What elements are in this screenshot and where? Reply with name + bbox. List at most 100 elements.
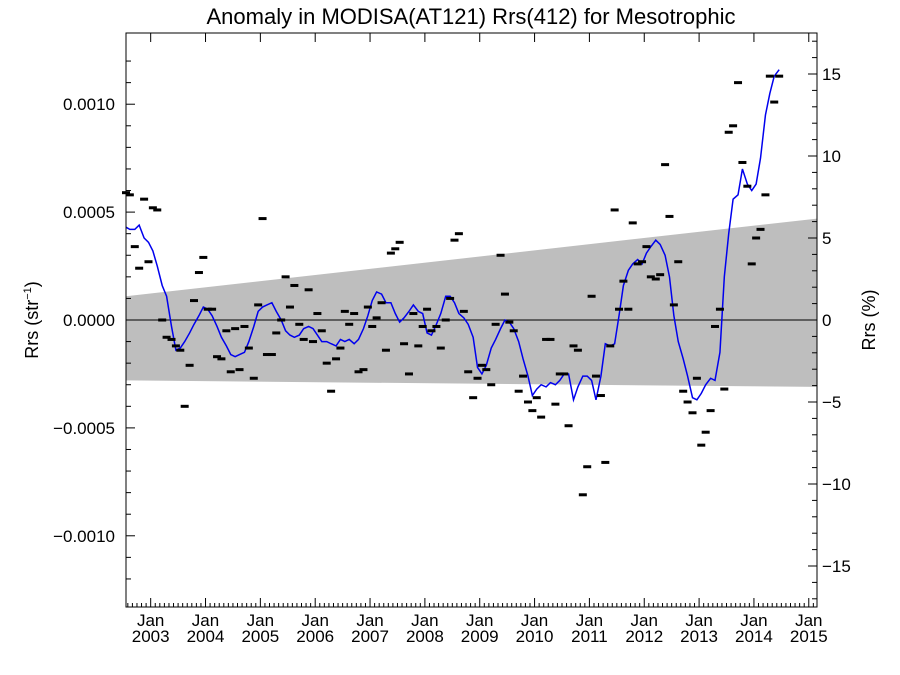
x-tick-label-year: 2005: [241, 627, 279, 646]
monthly-point: [505, 320, 514, 324]
monthly-point: [532, 396, 541, 400]
left-axis-ticks: 0.0010 0.0005 0.0000 −0.0005 −0.0010: [53, 60, 135, 580]
monthly-point: [569, 344, 578, 348]
monthly-point: [158, 318, 167, 322]
monthly-point: [148, 206, 157, 210]
monthly-point: [551, 402, 560, 406]
monthly-point: [350, 312, 359, 316]
right-tick-label: 15: [822, 65, 841, 84]
monthly-point: [244, 346, 253, 350]
monthly-point: [674, 260, 683, 264]
monthly-point: [606, 344, 615, 348]
confidence-band-group: [126, 218, 817, 387]
x-tick-label-year: 2013: [680, 627, 718, 646]
monthly-point: [281, 275, 290, 279]
monthly-point: [487, 383, 496, 387]
monthly-point: [770, 100, 779, 104]
monthly-point: [573, 348, 582, 352]
monthly-point: [262, 353, 271, 357]
monthly-point: [523, 400, 532, 404]
x-tick-label-year: 2012: [625, 627, 663, 646]
monthly-point: [272, 331, 281, 335]
monthly-point: [235, 368, 244, 372]
monthly-point: [610, 208, 619, 212]
monthly-point: [697, 443, 706, 447]
monthly-point: [528, 409, 537, 413]
monthly-point: [464, 370, 473, 374]
left-tick-label: 0.0005: [63, 203, 115, 222]
confidence-band: [126, 218, 817, 387]
monthly-point: [765, 74, 774, 78]
right-tick-label: 10: [822, 147, 841, 166]
monthly-point: [743, 184, 752, 188]
monthly-point: [240, 324, 249, 328]
monthly-point: [222, 329, 231, 333]
monthly-point: [304, 288, 313, 292]
x-tick-label-month: Jan: [247, 611, 274, 630]
monthly-point: [601, 460, 610, 464]
monthly-point: [432, 324, 441, 328]
monthly-point: [591, 374, 600, 378]
monthly-point: [185, 363, 194, 367]
monthly-point: [167, 337, 176, 341]
monthly-point: [285, 305, 294, 309]
monthly-point: [194, 271, 203, 275]
x-tick-label-year: 2006: [296, 627, 334, 646]
chart-title: Anomaly in MODISA(AT121) Rrs(412) for Me…: [207, 4, 736, 29]
monthly-point: [651, 277, 660, 281]
monthly-point: [213, 355, 222, 359]
monthly-point: [729, 124, 738, 128]
left-tick-label: −0.0005: [53, 419, 115, 438]
x-tick-label-year: 2011: [571, 627, 608, 646]
monthly-point: [642, 245, 651, 249]
left-tick-label: 0.0010: [63, 95, 115, 114]
monthly-point: [414, 344, 423, 348]
x-tick-label-month: Jan: [301, 611, 328, 630]
monthly-point: [564, 424, 573, 428]
monthly-point: [638, 260, 647, 264]
monthly-point: [720, 387, 729, 391]
x-tick-label-year: 2004: [187, 627, 225, 646]
monthly-point: [345, 322, 354, 326]
right-tick-label: −10: [822, 475, 851, 494]
monthly-point: [190, 299, 199, 303]
monthly-point: [688, 411, 697, 415]
monthly-point: [327, 389, 336, 393]
monthly-point: [775, 74, 784, 78]
monthly-point: [450, 238, 459, 242]
monthly-point: [491, 322, 500, 326]
monthly-point: [354, 370, 363, 374]
monthly-point: [715, 307, 724, 311]
monthly-point: [290, 283, 299, 287]
right-tick-label: −5: [822, 393, 841, 412]
monthly-point: [258, 217, 267, 221]
x-tick-label-month: Jan: [411, 611, 438, 630]
y-axis-label-left: Rrs (str−1): [22, 281, 42, 359]
monthly-point: [482, 368, 491, 372]
monthly-point: [313, 312, 322, 316]
y-axis-label-right: Rrs (%): [859, 290, 879, 351]
monthly-point: [125, 193, 134, 197]
monthly-point: [386, 251, 395, 255]
monthly-point: [560, 372, 569, 376]
monthly-point: [624, 307, 633, 311]
monthly-point: [171, 344, 180, 348]
x-tick-label-month: Jan: [631, 611, 658, 630]
x-tick-label-month: Jan: [192, 611, 219, 630]
monthly-point: [555, 372, 564, 376]
monthly-point: [423, 307, 432, 311]
monthly-point: [459, 309, 468, 313]
x-tick-label-month: Jan: [740, 611, 767, 630]
x-tick-label-year: 2009: [461, 627, 499, 646]
monthly-point: [633, 262, 642, 266]
monthly-point: [578, 493, 587, 497]
monthly-points-group: [122, 74, 784, 497]
x-tick-label-year: 2008: [406, 627, 444, 646]
monthly-point: [381, 348, 390, 352]
monthly-point: [469, 396, 478, 400]
monthly-point: [724, 130, 733, 134]
monthly-point: [656, 273, 665, 277]
monthly-point: [756, 227, 765, 231]
monthly-point: [542, 337, 551, 341]
